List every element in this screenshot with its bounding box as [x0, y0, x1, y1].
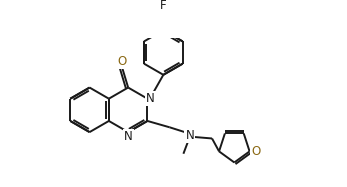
Text: O: O	[251, 145, 261, 158]
Text: N: N	[185, 129, 194, 142]
Text: N: N	[124, 130, 133, 143]
Text: O: O	[117, 55, 126, 68]
Text: N: N	[146, 92, 155, 105]
Text: F: F	[160, 0, 167, 12]
